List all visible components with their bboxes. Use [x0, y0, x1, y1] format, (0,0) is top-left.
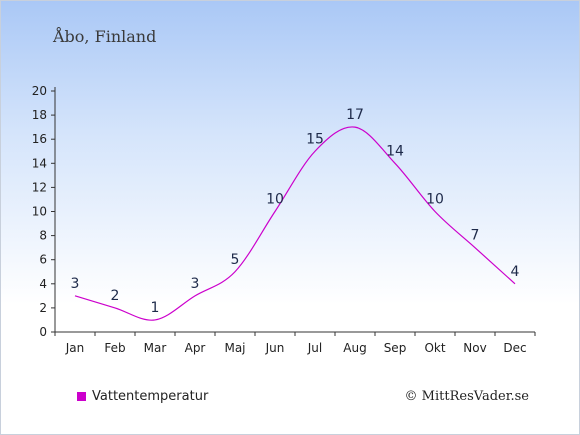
x-tick-label: Okt [424, 341, 445, 355]
y-tick-label: 12 [32, 180, 47, 194]
data-label: 14 [386, 143, 404, 159]
x-tick-label: Mar [144, 341, 167, 355]
x-tick-label: Maj [224, 341, 245, 355]
x-tick-label: Jan [65, 341, 85, 355]
y-tick-label: 0 [39, 325, 47, 339]
y-tick-label: 6 [39, 253, 47, 267]
y-tick-label: 2 [39, 301, 47, 315]
series-line [74, 126, 516, 321]
data-label: 15 [306, 131, 324, 147]
data-label: 7 [471, 228, 480, 244]
x-tick-label: Feb [104, 341, 125, 355]
x-tick-label: Apr [185, 341, 206, 355]
data-label: 3 [71, 276, 80, 292]
data-label: 4 [511, 264, 520, 280]
y-tick-label: 10 [32, 205, 47, 219]
data-label: 10 [266, 192, 284, 208]
legend-label: Vattentemperatur [92, 389, 209, 404]
y-tick-label: 4 [39, 277, 47, 291]
y-tick-label: 20 [32, 84, 47, 98]
data-label: 1 [151, 300, 160, 316]
chart-title: Åbo, Finland [53, 27, 157, 46]
x-tick-label: Jul [307, 341, 322, 355]
data-label: 5 [231, 252, 240, 268]
data-label: 17 [346, 107, 364, 123]
x-tick-label: Nov [463, 341, 486, 355]
data-label: 2 [111, 288, 120, 304]
credit-text: © MittResVader.se [404, 389, 529, 404]
y-tick-label: 8 [39, 229, 47, 243]
data-label: 3 [191, 276, 200, 292]
y-tick-label: 16 [32, 132, 47, 146]
y-tick-label: 14 [32, 156, 47, 170]
legend-swatch [77, 392, 86, 401]
y-tick-label: 18 [32, 108, 47, 122]
legend: Vattentemperatur [77, 389, 208, 404]
x-tick-label: Dec [503, 341, 526, 355]
x-tick-label: Jun [265, 341, 285, 355]
data-label: 10 [426, 192, 444, 208]
x-tick-label: Sep [384, 341, 407, 355]
x-tick-label: Aug [343, 341, 366, 355]
